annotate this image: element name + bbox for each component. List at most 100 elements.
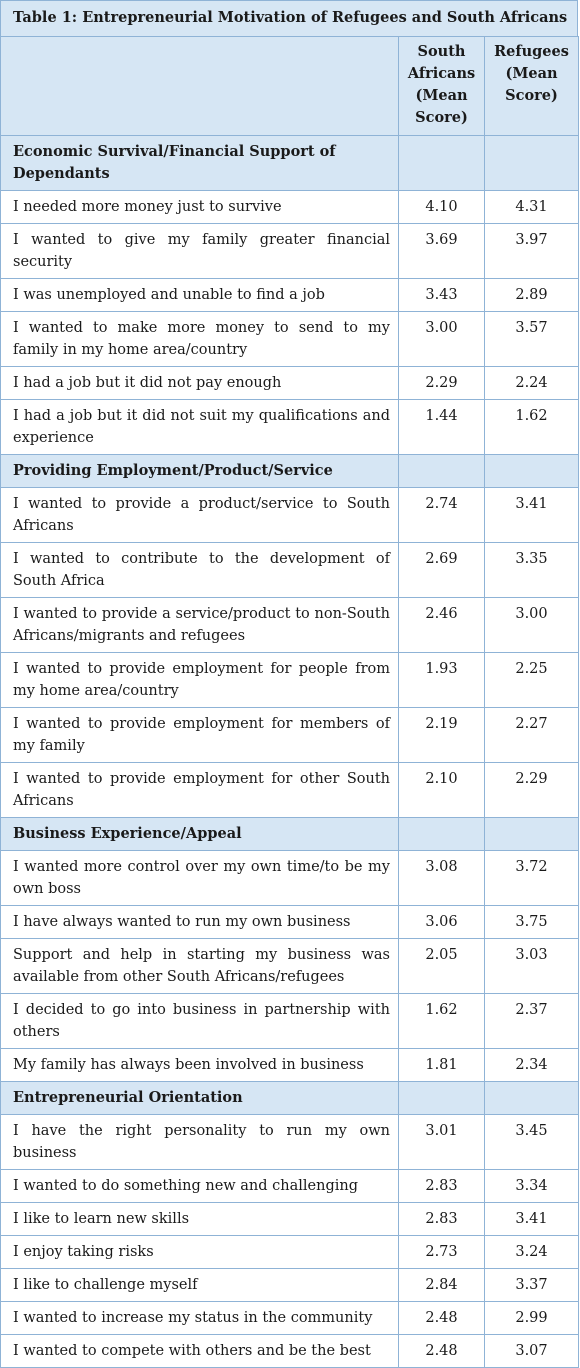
motivation-label: I wanted more control over my own time/t… — [0, 850, 399, 906]
section-title: Business Experience/Appeal — [0, 817, 399, 851]
refugees-score: 2.24 — [484, 366, 579, 400]
south-africans-score: 1.81 — [398, 1048, 485, 1082]
refugees-score: 4.31 — [484, 190, 579, 224]
table-row: Support and help in starting my business… — [0, 938, 579, 994]
table-caption: Table 1: Entrepreneurial Motivation of R… — [0, 0, 578, 36]
table-row: I wanted to provide employment for membe… — [0, 707, 579, 763]
header-south-africans: South Africans (Mean Score) — [398, 36, 485, 136]
motivation-label: I had a job but it did not suit my quali… — [0, 399, 399, 455]
section-title: Economic Survival/Financial Support of D… — [0, 135, 399, 191]
refugees-score: 2.25 — [484, 652, 579, 708]
motivation-table: South Africans (Mean Score) Refugees (Me… — [0, 36, 579, 1368]
table-row: I was unemployed and unable to find a jo… — [0, 278, 579, 312]
table-row: I have always wanted to run my own busin… — [0, 905, 579, 939]
south-africans-score: 2.69 — [398, 542, 485, 598]
table-header-row: South Africans (Mean Score) Refugees (Me… — [0, 36, 579, 136]
motivation-label: I have always wanted to run my own busin… — [0, 905, 399, 939]
refugees-score: 3.45 — [484, 1114, 579, 1170]
refugees-score: 3.75 — [484, 905, 579, 939]
motivation-label: I wanted to provide a service/product to… — [0, 597, 399, 653]
south-africans-score: 2.84 — [398, 1268, 485, 1302]
motivation-label: I wanted to contribute to the developmen… — [0, 542, 399, 598]
motivation-label: I needed more money just to survive — [0, 190, 399, 224]
table-row: I had a job but it did not pay enough 2.2… — [0, 366, 579, 400]
table-row: I enjoy taking risks 2.73 3.24 — [0, 1235, 579, 1269]
table-body: Economic Survival/Financial Support of D… — [0, 135, 579, 1368]
header-refugees: Refugees (Mean Score) — [484, 36, 579, 136]
motivation-label: I wanted to provide employment for membe… — [0, 707, 399, 763]
motivation-label: I enjoy taking risks — [0, 1235, 399, 1269]
table-row: I like to learn new skills 2.83 3.41 — [0, 1202, 579, 1236]
section-title: Providing Employment/Product/Service — [0, 454, 399, 488]
motivation-label: I decided to go into business in partner… — [0, 993, 399, 1049]
section-empty-cell — [398, 135, 485, 191]
section-empty-cell — [484, 817, 579, 851]
table-row: I like to challenge myself 2.84 3.37 — [0, 1268, 579, 1302]
refugees-score: 1.62 — [484, 399, 579, 455]
section-empty-cell — [484, 454, 579, 488]
south-africans-score: 3.00 — [398, 311, 485, 367]
table-row: I wanted to provide employment for peopl… — [0, 652, 579, 708]
table-row: I wanted more control over my own time/t… — [0, 850, 579, 906]
refugees-score: 2.99 — [484, 1301, 579, 1335]
refugees-score: 3.35 — [484, 542, 579, 598]
motivation-label: I wanted to give my family greater finan… — [0, 223, 399, 279]
south-africans-score: 2.48 — [398, 1334, 485, 1368]
refugees-score: 3.00 — [484, 597, 579, 653]
table-row: I wanted to increase my status in the co… — [0, 1301, 579, 1335]
south-africans-score: 2.73 — [398, 1235, 485, 1269]
motivation-label: My family has always been involved in bu… — [0, 1048, 399, 1082]
refugees-score: 2.27 — [484, 707, 579, 763]
table-row: My family has always been involved in bu… — [0, 1048, 579, 1082]
table-row: I wanted to provide a product/service to… — [0, 487, 579, 543]
south-africans-score: 2.29 — [398, 366, 485, 400]
south-africans-score: 3.08 — [398, 850, 485, 906]
refugees-score: 3.72 — [484, 850, 579, 906]
motivation-label: I wanted to do something new and challen… — [0, 1169, 399, 1203]
motivation-label: I have the right personality to run my o… — [0, 1114, 399, 1170]
south-africans-score: 2.83 — [398, 1202, 485, 1236]
south-africans-score: 2.83 — [398, 1169, 485, 1203]
table-row: I decided to go into business in partner… — [0, 993, 579, 1049]
motivation-label: I wanted to make more money to send to m… — [0, 311, 399, 367]
south-africans-score: 3.69 — [398, 223, 485, 279]
section-empty-cell — [398, 1081, 485, 1115]
section-header-row: Providing Employment/Product/Service — [0, 454, 579, 488]
south-africans-score: 3.01 — [398, 1114, 485, 1170]
refugees-score: 2.89 — [484, 278, 579, 312]
table-row: I needed more money just to survive 4.10 4… — [0, 190, 579, 224]
refugees-score: 3.97 — [484, 223, 579, 279]
refugees-score: 3.24 — [484, 1235, 579, 1269]
table-row: I wanted to provide a service/product to… — [0, 597, 579, 653]
section-empty-cell — [484, 1081, 579, 1115]
refugees-score: 2.34 — [484, 1048, 579, 1082]
refugees-score: 3.07 — [484, 1334, 579, 1368]
south-africans-score: 4.10 — [398, 190, 485, 224]
section-header-row: Entrepreneurial Orientation — [0, 1081, 579, 1115]
south-africans-score: 2.10 — [398, 762, 485, 818]
motivation-label: I was unemployed and unable to find a jo… — [0, 278, 399, 312]
south-africans-score: 3.06 — [398, 905, 485, 939]
section-title: Entrepreneurial Orientation — [0, 1081, 399, 1115]
table-row: I wanted to contribute to the developmen… — [0, 542, 579, 598]
section-empty-cell — [398, 454, 485, 488]
table-row: I wanted to give my family greater finan… — [0, 223, 579, 279]
south-africans-score: 2.48 — [398, 1301, 485, 1335]
south-africans-score: 3.43 — [398, 278, 485, 312]
motivation-label: I like to challenge myself — [0, 1268, 399, 1302]
table-row: I wanted to compete with others and be t… — [0, 1334, 579, 1368]
motivation-label: I wanted to increase my status in the co… — [0, 1301, 399, 1335]
south-africans-score: 2.19 — [398, 707, 485, 763]
refugees-score: 2.37 — [484, 993, 579, 1049]
section-empty-cell — [484, 135, 579, 191]
motivation-label: I wanted to provide employment for peopl… — [0, 652, 399, 708]
south-africans-score: 1.93 — [398, 652, 485, 708]
refugees-score: 2.29 — [484, 762, 579, 818]
section-header-row: Business Experience/Appeal — [0, 817, 579, 851]
table-row: I wanted to provide employment for other… — [0, 762, 579, 818]
south-africans-score: 1.44 — [398, 399, 485, 455]
south-africans-score: 2.46 — [398, 597, 485, 653]
header-blank-cell — [0, 36, 399, 136]
refugees-score: 3.41 — [484, 1202, 579, 1236]
motivation-label: I like to learn new skills — [0, 1202, 399, 1236]
